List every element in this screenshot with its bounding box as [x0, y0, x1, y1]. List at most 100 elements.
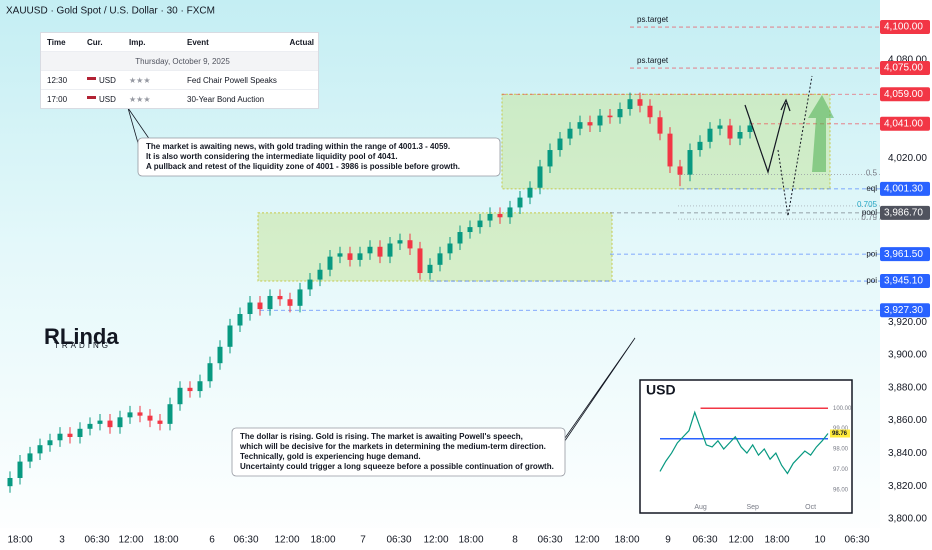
level-tag: eql — [866, 184, 877, 193]
x-tick-label: 12:00 — [574, 535, 599, 546]
fib-label: 0.79 — [861, 213, 877, 222]
inset-y-tick: 98.00 — [833, 447, 849, 453]
header: Imp. — [129, 37, 146, 47]
y-tick-label: 4,020.00 — [888, 153, 927, 164]
candle-body — [267, 295, 273, 310]
candle-body — [67, 433, 73, 437]
price-label: 4,041.00 — [884, 118, 923, 129]
time-axis-bg — [0, 528, 880, 550]
candle-body — [587, 122, 593, 126]
x-tick-label: 06:30 — [844, 535, 869, 546]
candle-body — [377, 246, 383, 257]
annotation-text: The dollar is rising. Gold is rising. Th… — [240, 432, 523, 441]
forecast-path — [744, 102, 787, 175]
header: Time — [47, 37, 66, 47]
annotation-text: Technically, gold is experiencing huge d… — [240, 452, 421, 461]
inset-x-tick: Oct — [805, 504, 816, 511]
inset-y-tick: 97.00 — [833, 467, 849, 473]
inset-title: USD — [646, 382, 676, 398]
events-table: Time Cur. Imp. Event Actual Thursday, Oc… — [40, 32, 319, 109]
x-tick-label: 18:00 — [764, 535, 789, 546]
x-tick-label: 06:30 — [233, 535, 258, 546]
price-label-bg — [880, 87, 930, 102]
level-tag: poi — [866, 276, 877, 285]
candle-body — [107, 420, 113, 428]
price-label-bg — [880, 116, 930, 131]
candle-body — [187, 387, 193, 392]
x-tick-label: 18:00 — [458, 535, 483, 546]
candle-body — [487, 213, 493, 221]
inset-y-tick: 100.00 — [833, 406, 852, 412]
candle-body — [657, 117, 663, 134]
candle-body — [337, 253, 343, 257]
candle-body — [677, 166, 683, 175]
candle-body — [407, 240, 413, 249]
candle-body — [667, 133, 673, 167]
y-tick-label: 3,820.00 — [888, 481, 927, 492]
importance: ★★★ — [129, 75, 151, 85]
time: 17:00 — [47, 94, 68, 104]
annotation-text: The market is awaiting news, with gold t… — [146, 142, 450, 151]
candle-body — [497, 213, 503, 218]
candle-body — [57, 433, 63, 441]
candle-body — [467, 227, 473, 233]
candle-body — [737, 132, 743, 139]
candle-body — [447, 243, 453, 254]
candle-body — [607, 115, 613, 118]
y-tick-label: 3,880.00 — [888, 382, 927, 393]
x-tick-label: 06:30 — [84, 535, 109, 546]
x-tick-label: 18:00 — [614, 535, 639, 546]
candle-body — [317, 269, 323, 280]
candle-body — [687, 150, 693, 175]
header: Event — [187, 37, 209, 47]
price-label: 4,059.00 — [884, 89, 923, 100]
x-tick-label: 18:00 — [310, 535, 335, 546]
candle-body — [577, 122, 583, 129]
inset-x-tick: Aug — [694, 504, 707, 511]
x-tick-label: 3 — [59, 535, 65, 546]
x-tick-label: 10 — [814, 535, 826, 546]
candle-body — [277, 295, 283, 300]
x-tick-label: 18:00 — [153, 535, 178, 546]
candle-body — [237, 314, 243, 326]
candle-body — [527, 187, 533, 198]
candle-body — [227, 325, 233, 347]
price-label-bg — [880, 20, 930, 35]
candle-body — [727, 125, 733, 139]
candle-body — [627, 99, 633, 110]
logo: RLinda — [44, 324, 119, 349]
candle-body — [637, 99, 643, 106]
candle-body — [567, 128, 573, 139]
x-tick-label: 8 — [512, 535, 518, 546]
x-tick-label: 12:00 — [728, 535, 753, 546]
price-label: 3,961.50 — [884, 249, 923, 260]
candle-body — [77, 428, 83, 437]
header-row: Time Cur. Imp. Event Actual — [41, 33, 318, 52]
price-label: 4,075.00 — [884, 63, 923, 74]
candle-body — [547, 150, 553, 167]
candle-body — [7, 477, 13, 487]
candle-body — [37, 445, 43, 454]
candle-body — [167, 404, 173, 424]
candle-body — [457, 232, 463, 244]
arrow-head — [780, 98, 791, 112]
candle-body — [27, 453, 33, 462]
time: 12:30 — [47, 75, 68, 85]
annotation-box — [231, 427, 566, 477]
price-label-bg — [880, 61, 930, 76]
candle-body — [347, 253, 353, 260]
candle-body — [367, 246, 373, 254]
y-tick-label: 3,920.00 — [888, 317, 927, 328]
level-tag: ps.target — [637, 56, 669, 65]
price-label-bg — [880, 181, 930, 196]
candle-body — [197, 381, 203, 392]
event-row: 17:00 USD ★★★ 30-Year Bond Auction — [41, 90, 318, 108]
price-label-bg — [880, 205, 930, 220]
candle-body — [147, 415, 153, 421]
candle-body — [597, 115, 603, 126]
candle-body — [257, 302, 263, 310]
price-label-bg — [880, 303, 930, 318]
candle-body — [397, 240, 403, 244]
x-tick-label: 06:30 — [537, 535, 562, 546]
candle-body — [207, 363, 213, 382]
